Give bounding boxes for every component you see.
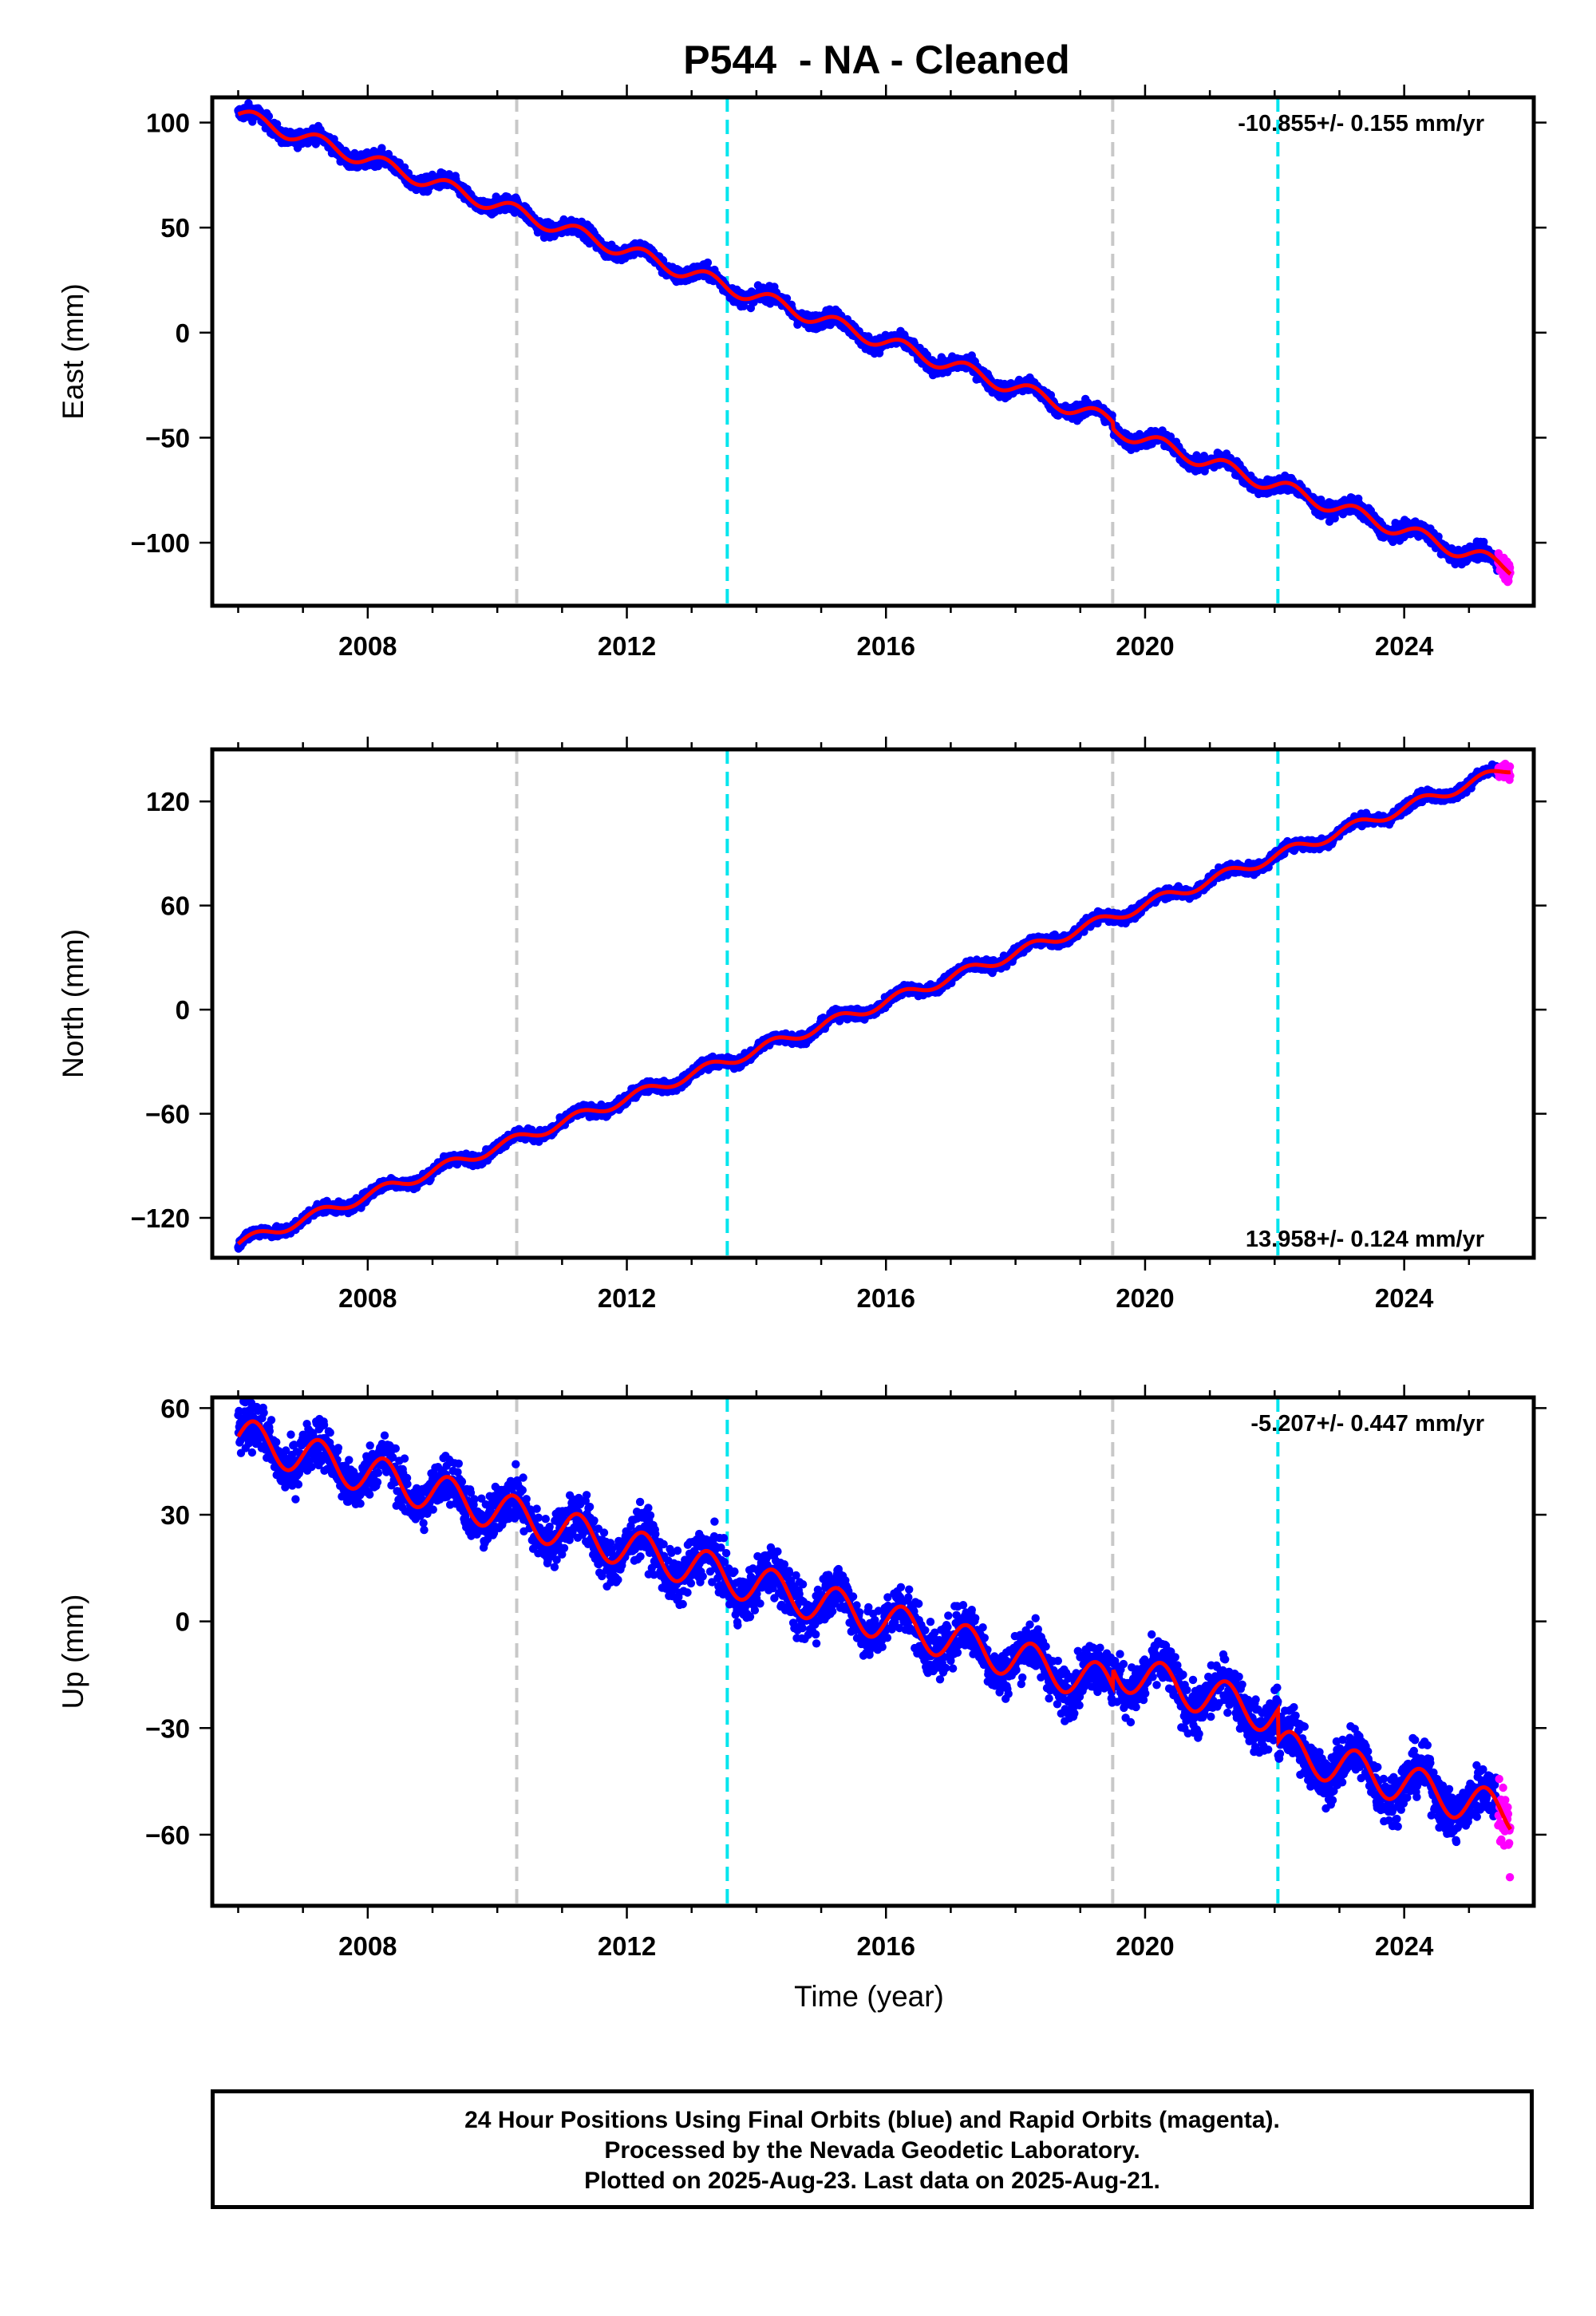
page-title: P544 - NA - Cleaned [683,38,1070,82]
east-ylabel: East (mm) [57,283,89,420]
east-ytick-label: 100 [146,109,190,138]
east-xtick-label: 2012 [598,631,656,661]
east-final-point [782,294,792,303]
east-final-point [703,258,713,267]
east-panel: 2008 2012 2016 2020 2024 100 50 0 −50 −100 East (m… [57,85,1547,661]
east-xtick-label: 2008 [338,631,397,661]
east-plot-area [234,97,1515,606]
east-xtick-label: 2016 [857,631,915,661]
east-final-point [400,163,409,172]
east-ytick-label: −100 [131,528,190,558]
east-xtick-label: 2024 [1375,631,1434,661]
north-plot-area [234,749,1515,1258]
east-xtick-label: 2020 [1116,631,1174,661]
east-ytick-label: 0 [176,318,190,348]
east-rate-label: -10.855+/- 0.155 mm/yr [1238,111,1484,136]
east-ytick-label: −50 [145,423,190,453]
east-ytick-label: 50 [160,213,190,243]
east-final-point [264,112,274,121]
